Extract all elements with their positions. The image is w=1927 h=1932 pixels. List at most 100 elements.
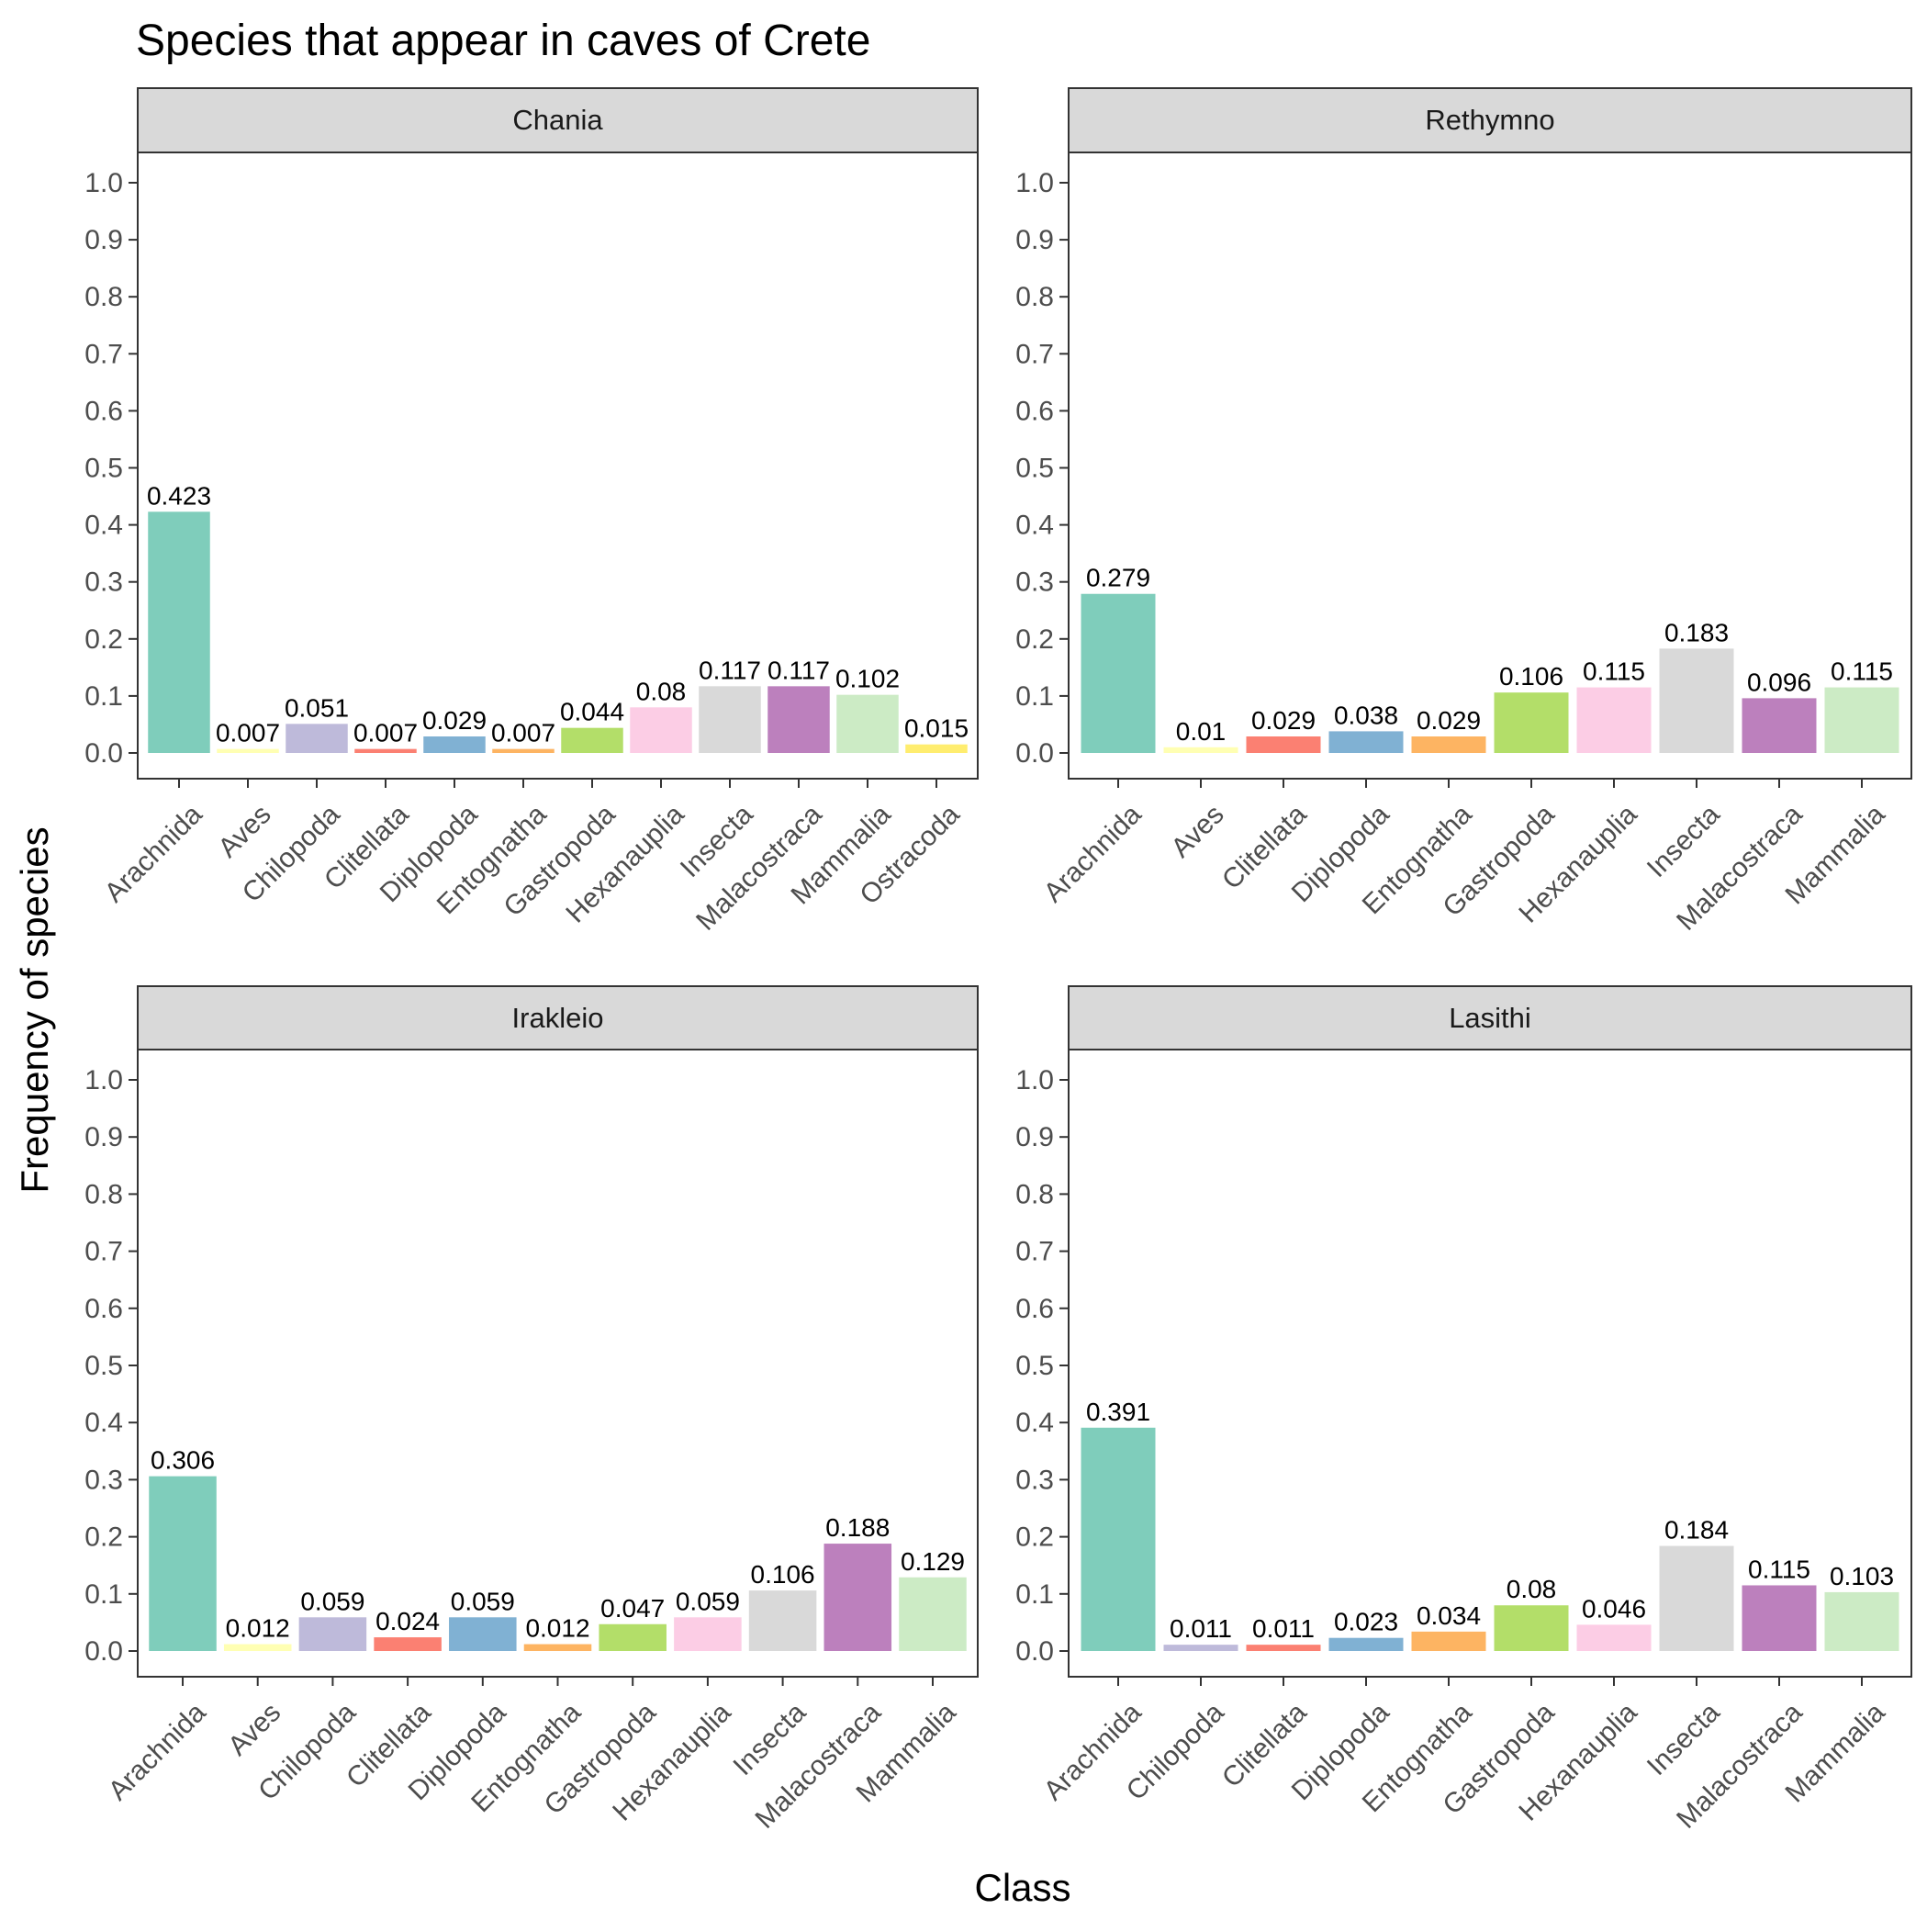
bar-rethymno-entognatha [1411, 736, 1486, 753]
facet-strip-rethymno [1068, 87, 1912, 153]
bar-irakleio-aves [223, 1644, 292, 1651]
facet-strip-chania [137, 87, 979, 153]
data-label-rethymno-entognatha: 0.029 [1417, 706, 1481, 735]
bar-chania-ostracoda [905, 744, 968, 753]
bar-irakleio-chilopoda [298, 1617, 367, 1651]
y-tick-label-lasithi: 0.2 [1015, 1522, 1054, 1553]
y-tick-label-rethymno: 0.9 [1015, 225, 1054, 255]
x-tick-label-irakleio-aves: Aves [222, 1697, 286, 1761]
bar-chania-diplopoda [423, 736, 486, 753]
data-label-irakleio-arachnida: 0.306 [151, 1446, 215, 1475]
data-label-irakleio-gastropoda: 0.047 [600, 1594, 665, 1623]
data-label-lasithi-diplopoda: 0.023 [1334, 1608, 1398, 1636]
facet-strip-irakleio [137, 985, 979, 1050]
y-tick-label-rethymno: 0.3 [1015, 567, 1054, 598]
data-label-irakleio-chilopoda: 0.059 [300, 1587, 364, 1615]
y-tick-label-chania: 0.3 [84, 567, 123, 598]
y-tick-label-rethymno: 0.4 [1015, 511, 1054, 541]
bar-chania-hexanauplia [630, 707, 692, 753]
data-label-chania-insecta: 0.117 [699, 656, 761, 684]
y-tick-label-rethymno: 0.2 [1015, 624, 1054, 655]
bar-lasithi-mammalia [1824, 1591, 1899, 1651]
bar-chania-insecta [699, 686, 761, 753]
bar-irakleio-hexanauplia [674, 1617, 742, 1651]
data-label-chania-aves: 0.007 [216, 719, 280, 747]
data-label-irakleio-clitellata: 0.024 [375, 1607, 440, 1635]
data-label-irakleio-mammalia: 0.129 [901, 1547, 965, 1576]
y-tick-label-irakleio: 0.1 [84, 1579, 123, 1610]
data-label-lasithi-malacostraca: 0.115 [1748, 1555, 1810, 1583]
bar-chania-mammalia [836, 694, 899, 753]
data-label-chania-clitellata: 0.007 [353, 719, 418, 747]
facet-strip-label-irakleio: Irakleio [512, 1002, 604, 1034]
facet-rethymno: Rethymno 0.0 0.1 0.2 0.3 0.4 0.5 0.6 0.7 0.8 0.9 1.… [1015, 87, 1912, 937]
y-tick-label-chania: 0.4 [84, 511, 123, 541]
panel-border-chania [137, 152, 979, 780]
y-tick-label-irakleio: 0.8 [84, 1179, 123, 1209]
y-tick-label-lasithi: 0.4 [1015, 1408, 1054, 1438]
bar-irakleio-clitellata [374, 1637, 442, 1651]
data-label-rethymno-aves: 0.01 [1176, 717, 1227, 746]
facet-strip-label-chania: Chania [512, 104, 603, 136]
panel-border-lasithi [1068, 1049, 1912, 1678]
y-tick-label-rethymno: 0.6 [1015, 396, 1054, 426]
x-tick-label-chania-aves: Aves [213, 799, 277, 863]
bar-rethymno-malacostraca [1742, 698, 1817, 753]
facets-layer: Chania 0.0 0.1 0.2 0.3 0.4 0.5 0.6 0.7 0.8 0.9 1.0 0… [84, 87, 1912, 1835]
data-label-rethymno-diplopoda: 0.038 [1334, 701, 1398, 729]
x-tick-label-chania-arachnida: Arachnida [99, 799, 208, 908]
x-tick-label-lasithi-insecta: Insecta [1641, 1697, 1726, 1781]
bar-lasithi-hexanauplia [1576, 1624, 1652, 1651]
data-label-lasithi-hexanauplia: 0.046 [1582, 1594, 1646, 1623]
data-label-chania-hexanauplia: 0.08 [636, 677, 687, 705]
data-label-lasithi-clitellata: 0.011 [1252, 1614, 1315, 1643]
bar-rethymno-hexanauplia [1576, 687, 1652, 753]
panel-border-rethymno [1068, 152, 1912, 780]
data-label-irakleio-hexanauplia: 0.059 [676, 1587, 740, 1615]
data-label-rethymno-clitellata: 0.029 [1251, 706, 1316, 735]
bar-irakleio-malacostraca [823, 1544, 892, 1651]
data-label-rethymno-mammalia: 0.115 [1831, 657, 1893, 686]
bar-lasithi-diplopoda [1328, 1637, 1404, 1651]
y-tick-label-chania: 0.2 [84, 624, 123, 655]
data-label-chania-gastropoda: 0.044 [560, 698, 624, 726]
y-tick-label-lasithi: 0.5 [1015, 1351, 1054, 1381]
y-tick-label-lasithi: 0.1 [1015, 1579, 1054, 1610]
data-label-irakleio-malacostraca: 0.188 [825, 1513, 890, 1542]
y-tick-label-lasithi: 0.3 [1015, 1465, 1054, 1495]
bar-irakleio-diplopoda [449, 1617, 517, 1651]
data-label-irakleio-aves: 0.012 [226, 1614, 290, 1643]
y-tick-label-rethymno: 0.1 [1015, 681, 1054, 712]
bar-rethymno-mammalia [1824, 687, 1899, 753]
y-tick-label-chania: 0.0 [84, 738, 123, 769]
data-label-chania-malacostraca: 0.117 [767, 656, 830, 684]
bar-chania-arachnida [148, 511, 210, 753]
data-label-lasithi-insecta: 0.184 [1664, 1516, 1729, 1544]
bar-irakleio-mammalia [899, 1577, 967, 1651]
chart-title: Species that appear in caves of Crete [136, 17, 870, 65]
y-tick-label-lasithi: 1.0 [1015, 1065, 1054, 1095]
x-tick-label-irakleio-arachnida: Arachnida [103, 1697, 212, 1806]
bar-rethymno-insecta [1659, 648, 1734, 753]
y-tick-label-rethymno: 0.7 [1015, 339, 1054, 369]
bar-irakleio-insecta [748, 1590, 817, 1651]
y-tick-label-chania: 0.1 [84, 681, 123, 712]
x-tick-label-rethymno-insecta: Insecta [1641, 799, 1726, 883]
y-tick-label-chania: 0.5 [84, 454, 123, 484]
x-tick-label-rethymno-aves: Aves [1166, 799, 1230, 863]
x-axis-title: Class [974, 1866, 1070, 1909]
data-label-irakleio-diplopoda: 0.059 [451, 1587, 515, 1615]
bar-rethymno-diplopoda [1328, 731, 1404, 753]
bar-irakleio-gastropoda [599, 1623, 667, 1651]
data-label-rethymno-gastropoda: 0.106 [1499, 662, 1563, 691]
bar-lasithi-entognatha [1411, 1631, 1486, 1651]
data-label-chania-chilopoda: 0.051 [285, 693, 349, 722]
data-label-rethymno-malacostraca: 0.096 [1747, 668, 1811, 696]
data-label-lasithi-entognatha: 0.034 [1417, 1601, 1481, 1630]
data-label-irakleio-entognatha: 0.012 [525, 1614, 589, 1643]
y-tick-label-lasithi: 0.7 [1015, 1237, 1054, 1267]
facet-lasithi: Lasithi 0.0 0.1 0.2 0.3 0.4 0.5 0.6 0.7 0.8 0.9 1.0… [1015, 985, 1912, 1835]
bar-rethymno-gastropoda [1494, 692, 1569, 753]
